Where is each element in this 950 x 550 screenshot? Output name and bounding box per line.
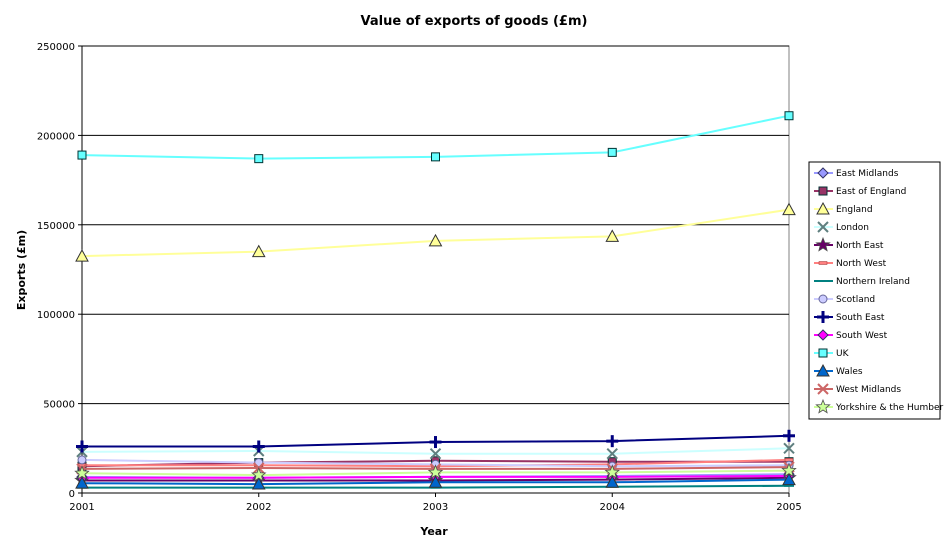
legend-label: South West xyxy=(836,331,888,341)
data-point xyxy=(428,475,443,488)
data-point xyxy=(606,435,619,448)
legend-item-wales: Wales xyxy=(814,363,863,377)
legend-label: North East xyxy=(836,241,884,251)
legend-marker xyxy=(818,261,828,265)
series-group xyxy=(74,111,797,490)
data-point xyxy=(251,466,267,482)
legend-label: London xyxy=(836,223,869,233)
series-wales xyxy=(75,472,796,490)
data-point xyxy=(783,442,795,455)
data-point xyxy=(782,202,796,216)
data-point xyxy=(604,464,620,480)
data-point xyxy=(784,111,794,121)
data-point xyxy=(76,440,88,453)
y-tick-label: 0 xyxy=(69,489,75,500)
x-axis-ticks: 2001 2002 2003 2004 2005 xyxy=(69,493,802,513)
data-point xyxy=(77,455,87,465)
plot-area xyxy=(81,45,790,494)
legend-label: UK xyxy=(836,349,850,359)
series-south-east xyxy=(76,429,795,453)
legend-marker xyxy=(816,201,830,215)
data-point xyxy=(75,476,89,489)
data-point xyxy=(783,429,795,442)
data-point xyxy=(251,477,266,490)
y-tick-label: 150000 xyxy=(37,221,75,232)
legend-label: East Midlands xyxy=(836,169,899,179)
data-point xyxy=(428,233,443,247)
x-tick-label: 2002 xyxy=(246,502,271,513)
legend-item-west-midlands: West Midlands xyxy=(814,383,901,395)
data-point xyxy=(782,472,796,486)
y-tick-label: 200000 xyxy=(37,131,75,142)
data-point xyxy=(607,147,617,157)
data-point xyxy=(605,229,620,242)
data-point xyxy=(429,447,442,460)
data-point xyxy=(431,152,440,162)
x-tick-label: 2004 xyxy=(600,502,625,513)
legend-item-south-east: South East xyxy=(814,311,885,323)
legend-marker xyxy=(818,294,828,304)
data-point xyxy=(427,464,444,480)
series-yorkshire-and-the-humber xyxy=(74,462,797,482)
legend-label: Yorkshire & the Humber xyxy=(835,403,944,413)
legend-item-south-west: South West xyxy=(814,329,888,341)
legend-item-uk: UK xyxy=(814,348,850,359)
legend-label: Wales xyxy=(836,367,863,377)
legend-marker xyxy=(815,236,831,252)
data-point xyxy=(429,436,442,449)
legend-item-london: London xyxy=(814,221,869,233)
series-uk xyxy=(77,111,794,164)
data-point xyxy=(75,249,89,262)
y-tick-label: 250000 xyxy=(37,42,75,53)
legend: East Midlands East of England England Londo… xyxy=(808,161,944,420)
legend-marker xyxy=(818,186,828,196)
legend-item-england: England xyxy=(814,201,873,215)
legend-marker xyxy=(817,167,829,179)
legend-marker xyxy=(817,221,829,233)
x-axis-title: Year xyxy=(419,525,448,538)
x-tick-label: 2005 xyxy=(776,502,801,513)
x-tick-label: 2001 xyxy=(69,502,94,513)
series-england xyxy=(75,202,796,262)
legend-box xyxy=(808,161,941,420)
legend-marker xyxy=(818,348,828,358)
legend-label: South East xyxy=(836,313,885,323)
legend-marker xyxy=(817,383,829,395)
chart-title: Value of exports of goods (£m) xyxy=(361,14,588,29)
legend-item-north-west: North West xyxy=(814,259,887,269)
legend-item-east-midlands: East Midlands xyxy=(814,167,899,179)
data-point xyxy=(784,484,794,487)
legend-item-north-east: North East xyxy=(814,236,884,252)
legend-label: England xyxy=(836,205,873,215)
legend-item-east-of-england: East of England xyxy=(814,186,906,197)
y-axis-title: Exports (£m) xyxy=(15,230,28,310)
legend-label: West Midlands xyxy=(836,385,901,395)
legend-marker xyxy=(815,398,831,414)
legend-label: Scotland xyxy=(836,295,875,305)
data-point xyxy=(254,154,264,164)
legend-item-yorkshire-and-the-humber: Yorkshire & the Humber xyxy=(814,398,944,414)
y-tick-label: 100000 xyxy=(37,310,75,321)
legend-marker xyxy=(817,311,829,323)
data-point xyxy=(252,440,265,453)
legend-item-scotland: Scotland xyxy=(814,294,875,305)
data-point xyxy=(251,244,266,258)
legend-label: Northern Ireland xyxy=(836,277,910,287)
legend-marker xyxy=(818,280,828,282)
data-point xyxy=(606,447,618,460)
legend-label: North West xyxy=(836,259,887,269)
data-point xyxy=(77,150,87,160)
legend-marker xyxy=(817,329,829,341)
data-point xyxy=(781,462,797,478)
legend-label: East of England xyxy=(836,187,906,197)
y-tick-label: 50000 xyxy=(43,400,75,411)
data-point xyxy=(74,465,90,480)
legend-marker xyxy=(816,363,830,377)
legend-item-northern-ireland: Northern Ireland xyxy=(814,277,910,287)
data-point xyxy=(605,475,620,488)
x-tick-label: 2003 xyxy=(423,502,448,513)
y-axis-ticks: 0 50000 100000 150000 200000 250000 xyxy=(37,42,82,500)
